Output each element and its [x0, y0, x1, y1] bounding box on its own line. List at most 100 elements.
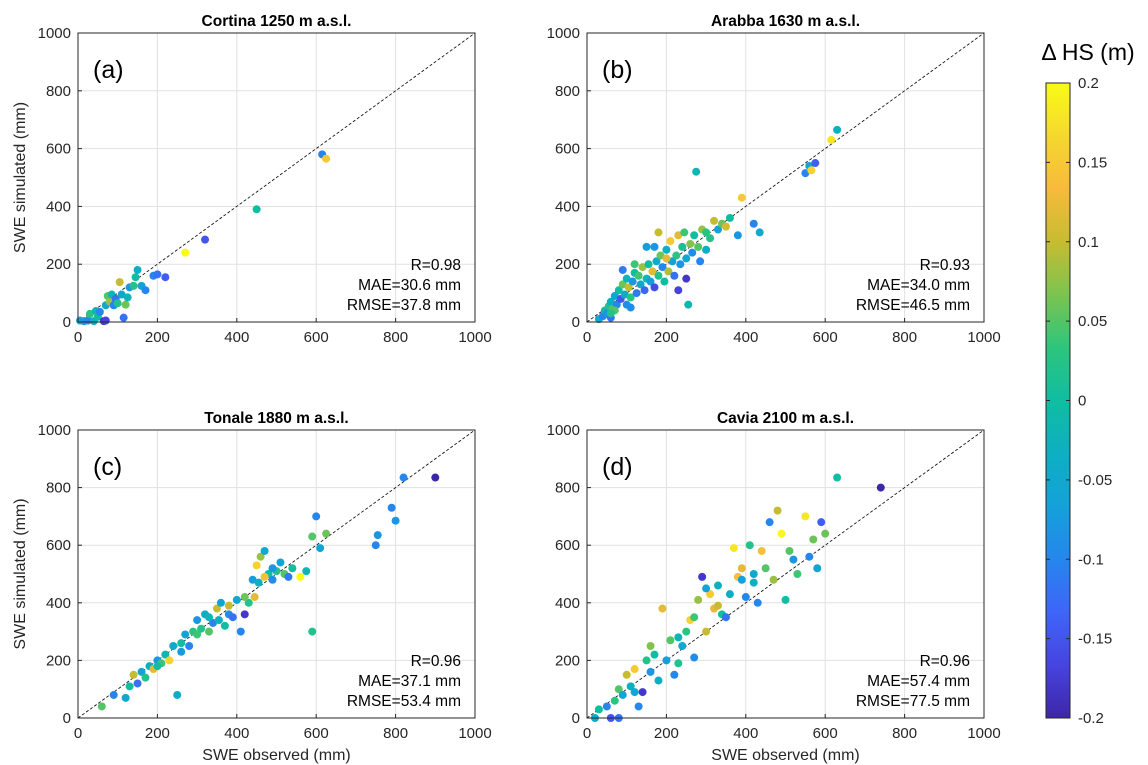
data-point: [165, 656, 174, 665]
y-tick-label: 200: [555, 256, 580, 273]
data-point: [173, 690, 182, 699]
data-point: [674, 633, 683, 642]
data-point: [640, 286, 649, 295]
data-point: [137, 667, 146, 676]
colorbar-tick-label: -0.15: [1078, 631, 1112, 648]
data-point: [646, 667, 655, 676]
data-point: [721, 613, 730, 622]
data-point: [688, 248, 697, 257]
data-point: [666, 636, 675, 645]
data-point: [785, 546, 794, 555]
data-point: [185, 642, 194, 650]
data-point: [658, 604, 667, 613]
data-point: [737, 193, 746, 202]
data-point: [373, 531, 382, 540]
y-tick-label: 400: [46, 198, 71, 215]
panel-3: 0 200 400 600 800 1000 0 200 400 600 800 1000 Cavia …: [547, 410, 1001, 764]
x-tick-label: 600: [813, 725, 838, 742]
x-tick-label: 800: [383, 725, 408, 742]
data-point: [656, 251, 665, 260]
data-point: [692, 167, 701, 176]
data-point: [749, 570, 758, 578]
data-point: [296, 572, 305, 581]
data-point: [123, 293, 132, 302]
data-point: [224, 601, 233, 610]
data-point: [121, 300, 130, 309]
data-point: [789, 555, 798, 564]
x-tick-label: 600: [304, 725, 329, 742]
data-point: [197, 624, 206, 633]
data-point: [256, 552, 265, 561]
data-point: [216, 598, 225, 607]
data-point: [773, 506, 782, 515]
y-axis-label: SWE simulated (mm): [12, 498, 29, 649]
data-point: [807, 166, 816, 175]
data-point: [169, 642, 178, 650]
data-point: [399, 473, 408, 482]
data-point: [680, 228, 689, 237]
data-point: [606, 309, 615, 318]
data-point: [682, 254, 691, 263]
data-point: [714, 601, 723, 610]
colorbar: Δ HS (m) 0.2 0.15 0.1 0.05 0 -0.05 -0.1 -0.15 -0…: [1041, 39, 1134, 727]
data-point: [741, 593, 750, 602]
axes-box: [586, 32, 985, 323]
data-point: [610, 696, 619, 705]
y-tick-label: 0: [572, 314, 580, 331]
x-tick-label: 1000: [458, 329, 491, 346]
x-tick-label: 400: [733, 329, 758, 346]
data-point: [876, 483, 885, 492]
data-point: [809, 535, 818, 544]
data-point: [391, 516, 400, 525]
data-point: [642, 242, 651, 251]
data-point: [205, 613, 214, 622]
data-point: [260, 546, 269, 555]
data-point: [153, 270, 162, 279]
panel-title: Arabba 1630 m a.s.l.: [711, 13, 860, 30]
data-point: [208, 618, 217, 627]
data-point: [694, 595, 703, 604]
x-tick-label: 1000: [967, 329, 1000, 346]
x-tick-label: 200: [654, 725, 679, 742]
data-point: [622, 274, 631, 283]
colorbar-tick-label: -0.2: [1078, 710, 1104, 727]
data-point: [244, 598, 253, 607]
data-point: [129, 670, 138, 679]
data-point: [781, 595, 790, 604]
data-point: [181, 630, 190, 639]
points: [97, 473, 440, 711]
y-tick-label: 0: [63, 710, 71, 727]
data-point: [205, 627, 214, 636]
data-point: [676, 260, 685, 269]
data-point: [117, 290, 126, 299]
x-tick-label: 0: [74, 329, 82, 346]
y-tick-label: 200: [555, 652, 580, 669]
data-point: [674, 659, 683, 668]
x-tick-label: 600: [813, 329, 838, 346]
panel-label: (a): [93, 56, 124, 84]
panel-label: (c): [93, 453, 122, 481]
data-point: [805, 552, 814, 561]
axes-box: [77, 429, 476, 719]
data-point: [745, 541, 754, 550]
data-point: [387, 503, 396, 512]
data-point: [630, 260, 639, 269]
data-point: [220, 621, 229, 630]
data-point: [638, 688, 647, 697]
data-point: [630, 688, 639, 697]
data-point: [702, 245, 711, 254]
data-point: [801, 512, 810, 521]
data-point: [284, 572, 293, 581]
data-point: [710, 216, 719, 225]
data-point: [737, 564, 746, 573]
data-point: [193, 616, 202, 625]
data-point: [827, 135, 836, 144]
data-point: [654, 676, 663, 685]
identity-line: [77, 32, 476, 323]
colorbar-tick-label: -0.1: [1078, 551, 1104, 568]
data-point: [302, 567, 311, 576]
data-point: [308, 627, 317, 636]
panel-title: Cortina 1250 m a.s.l.: [202, 13, 352, 30]
data-point: [660, 277, 669, 286]
data-point: [212, 604, 221, 613]
